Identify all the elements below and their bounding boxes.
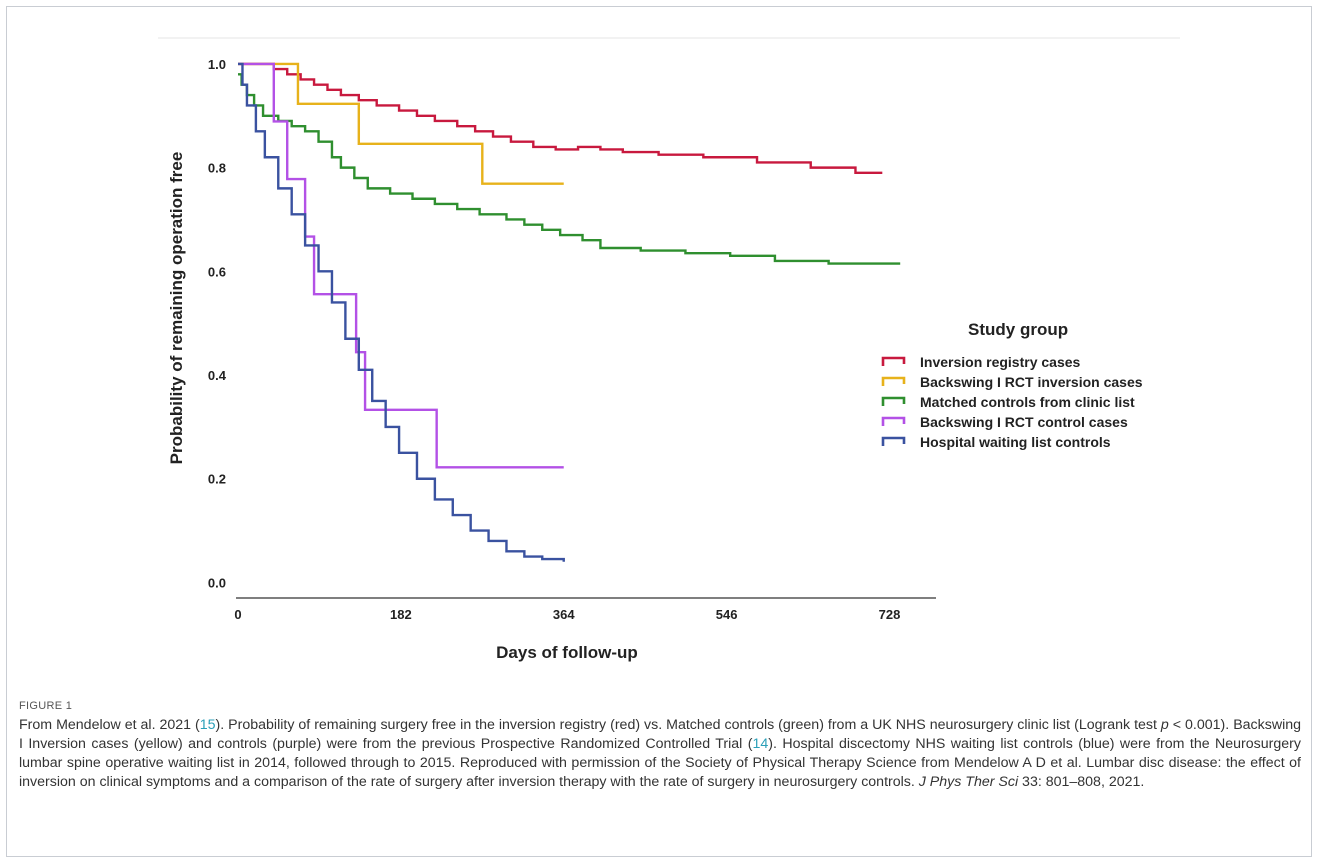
legend-item: Backswing I RCT inversion cases [881,374,1143,390]
caption-text: From Mendelow et al. 2021 (15). Probabil… [19,716,1301,792]
figure-label: FIGURE 1 [19,700,73,712]
legend-swatch [881,356,906,366]
legend-label: Inversion registry cases [920,354,1081,370]
reference-link[interactable]: 15 [199,717,216,733]
y-tick-label: 1.0 [208,57,226,72]
series-line-2 [238,62,564,185]
legend-item: Hospital waiting list controls [881,434,1111,450]
caption-segment: J Phys Ther Sci [918,774,1019,790]
x-tick-label: 182 [390,607,412,622]
series-line-5 [238,62,565,562]
legend-label: Matched controls from clinic list [920,394,1135,410]
legend: Study group Inversion registry cases Back… [881,320,1143,450]
legend-item: Inversion registry cases [881,354,1081,370]
caption-segment: From Mendelow et al. 2021 ( [19,717,200,733]
legend-swatch [881,376,906,386]
x-axis-title: Days of follow-up [496,643,638,662]
caption-segment: ). Hospital discectomy NHS waiting list … [19,736,1301,790]
x-tick-label: 0 [234,607,241,622]
legend-label: Hospital waiting list controls [920,434,1111,450]
x-tick-label: 546 [716,607,738,622]
y-tick-label: 0.6 [208,264,226,279]
figure-frame [6,6,1312,857]
legend-swatch [881,416,906,426]
series-line-1 [238,62,883,175]
legend-swatch [881,396,906,406]
series-line-4 [238,62,564,469]
legend-label: Backswing I RCT control cases [920,414,1128,430]
legend-label: Backswing I RCT inversion cases [920,374,1143,390]
reference-link[interactable]: 14 [752,736,769,752]
figure-caption: FIGURE 1 From Mendelow et al. 2021 (15).… [19,700,1301,792]
legend-swatch [881,436,906,446]
caption-segment: ). Probability of remaining surgery free… [215,717,1161,733]
y-tick-label: 0.4 [208,368,227,383]
y-tick-label: 0.2 [208,472,226,487]
caption-segment: p [1160,717,1169,733]
y-axis-title: Probability of remaining operation free [167,152,186,465]
survival-chart: 0 182 364 546 728 0.0 0.2 0.4 0.6 0.8 1.0 Days of… [158,37,1180,662]
x-tick-label: 728 [879,607,901,622]
legend-item: Matched controls from clinic list [881,394,1135,410]
y-tick-label: 0.8 [208,161,226,176]
legend-title: Study group [968,320,1068,339]
y-tick-label: 0.0 [208,575,226,590]
x-tick-label: 364 [553,607,575,622]
caption-segment: 33: 801–808, 2021. [1018,774,1145,790]
legend-item: Backswing I RCT control cases [881,414,1128,430]
caption-segment: < 0.001). Backswing I Inversion cases (y… [19,717,1302,752]
series-line-3 [238,73,901,265]
